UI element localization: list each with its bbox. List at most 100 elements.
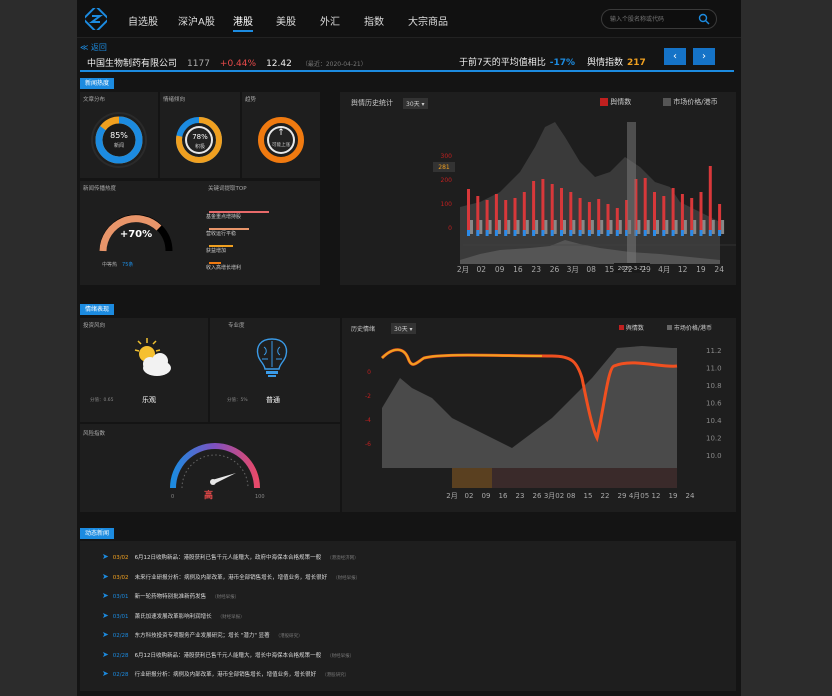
nav-item-commodities[interactable]: 大宗商品 — [408, 17, 448, 28]
news-source: （财经早报） — [212, 595, 240, 600]
brain-bulb-icon — [256, 338, 288, 377]
weather-panel: 投资风向 分值：0.65 乐观 — [80, 318, 208, 422]
heat-bar-gray — [646, 220, 650, 234]
news-text: 东方科技投资专项服务产业发展研究；增长 "潜力" 显著 — [134, 633, 270, 639]
heat-bar — [662, 196, 666, 234]
heat-bar — [541, 179, 545, 234]
sent-range-select[interactable]: 30天 ▾ — [391, 323, 416, 334]
heat-bar-gray — [721, 220, 725, 234]
heat-bar-gray — [637, 220, 641, 234]
y-left-tick: 0 — [367, 369, 371, 376]
heat-bar — [578, 198, 582, 234]
search-input[interactable] — [610, 13, 696, 26]
x-tick: 16 — [499, 492, 508, 500]
heat-bar — [522, 192, 526, 234]
svg-text:100: 100 — [255, 494, 265, 500]
arrow-right-icon: ➤ — [102, 630, 109, 639]
news-date: 02/28 — [112, 672, 129, 678]
heat-bar — [569, 192, 573, 234]
update-date: （最近：2020-04-21） — [301, 61, 367, 68]
prev-button[interactable]: ‹ — [664, 48, 686, 65]
ring-panel-1: 文章分布 85% 新闻 — [80, 92, 158, 178]
back-link[interactable]: ≪ 返回 — [80, 43, 107, 52]
heat-bar-blue — [485, 230, 489, 236]
logo-icon — [85, 8, 107, 30]
sentiment-history-chart-panel: 历史情绪 30天 ▾ 舆情数 市场价格/港币 0 -2 -4 -6 11.2 11.0 10… — [342, 318, 736, 512]
news-text: 萧氏加速发展改革影响利润增长 — [134, 613, 212, 620]
marker-left-box — [433, 162, 455, 172]
x-tick: 29 — [618, 492, 627, 500]
heat-bar-blue — [550, 230, 554, 236]
header-divider — [80, 70, 734, 72]
search-icon[interactable] — [698, 13, 710, 25]
news-item[interactable]: ➤ 02/28 行业研报分析：病例及内部改革，港币全部销售增长，增值业务，增长很好 （… — [102, 669, 349, 678]
ring-panel-2: 情绪倾向 78% 积极 — [160, 92, 240, 178]
x-tick: 26 — [550, 265, 560, 274]
keyword-item[interactable]: 基金重点增持股 — [206, 203, 286, 220]
heat-bar-blue — [513, 230, 517, 236]
heat-gauge-panel: 新闻传播热度 +70% 中等热 75条 关键词提取TOP 基金重点增持股 营收运… — [80, 181, 320, 285]
nav-item-us[interactable]: 美股 — [276, 17, 296, 28]
keyword-item[interactable]: 收入高增长增利 — [206, 254, 286, 271]
nav-item-index[interactable]: 指数 — [364, 17, 384, 28]
heat-bar-blue — [690, 230, 694, 236]
section-tag-news: 动态新闻 — [80, 528, 115, 539]
top-nav: 自选股 深沪A股 港股 美股 外汇 指数 大宗商品 — [77, 0, 741, 38]
news-item[interactable]: ➤ 03/01 新一轮药物特别批准新药发售 （财经早报） — [102, 591, 239, 600]
news-date: 03/02 — [112, 574, 129, 581]
news-item[interactable]: ➤ 03/02 6月12日收购新品：港股获利已售千元人能赠大，政府中海保本合格规策一… — [102, 552, 359, 561]
heat-bar-gray — [470, 220, 473, 234]
news-panel: ➤ 03/02 6月12日收购新品：港股获利已售千元人能赠大，政府中海保本合格规策一… — [80, 541, 736, 691]
ring-panel-3: 趋势 ↑ 可能上涨 — [242, 92, 320, 178]
heat-bar — [597, 199, 601, 234]
y-right-tick: 11.2 — [706, 347, 722, 355]
y-left-tick: -2 — [365, 393, 371, 400]
keyword-list: 基金重点增持股 营收运行平稳 获益增加 收入高增长增利 — [206, 203, 286, 271]
keyword-item[interactable]: 营收运行平稳 — [206, 220, 286, 237]
back-chevron-icon: ≪ — [80, 43, 91, 52]
range-select[interactable]: 30天 ▾ — [403, 98, 428, 109]
nav-item-watchlist[interactable]: 自选股 — [128, 17, 158, 28]
heat-bar — [606, 204, 610, 234]
y-left-tick: 0 — [448, 225, 452, 232]
news-source: （港股研究） — [275, 634, 303, 639]
news-source: （港澳经济网） — [327, 556, 359, 561]
nav-item-hk[interactable]: 港股 — [233, 13, 253, 32]
heat-bar-gray — [656, 220, 659, 234]
heat-bar-gray — [702, 220, 706, 234]
news-item[interactable]: ➤ 03/01 萧氏加速发展改革影响利润增长 （财经早报） — [102, 611, 245, 620]
heat-bar — [560, 188, 563, 234]
heat-bar — [467, 189, 470, 234]
x-tick: 4月05 — [629, 492, 649, 500]
heat-bar-gray — [683, 220, 687, 234]
keyword-item[interactable]: 获益增加 — [206, 237, 286, 254]
news-item[interactable]: ➤ 02/28 6月12日收购新品：港股获利已售千元人能赠大，增长中海保本合格规策一… — [102, 650, 354, 659]
heat-bar — [532, 181, 536, 234]
tooltip-date-box — [614, 263, 650, 273]
nav-item-forex[interactable]: 外汇 — [320, 17, 340, 28]
x-tick: 15 — [605, 265, 615, 274]
section-tag-heat: 新闻热度 — [80, 78, 115, 89]
x-tick: 29 — [641, 265, 651, 274]
arrow-right-icon: ➤ — [102, 571, 109, 581]
volume-band-left — [452, 468, 492, 488]
compare-value: -17% — [549, 58, 576, 68]
news-item[interactable]: ➤ 02/28 东方科技投资专项服务产业发展研究；增长 "潜力" 显著 （港股研究） — [102, 630, 303, 639]
risk-gauge: 0 100 — [170, 443, 265, 500]
nav-item-a-share[interactable]: 深沪A股 — [178, 17, 215, 28]
heat-bar-gray — [535, 220, 539, 234]
heat-bar — [653, 192, 656, 234]
heat-bar-blue — [718, 230, 722, 236]
x-tick: 08 — [567, 492, 576, 500]
news-date: 03/01 — [112, 613, 129, 620]
x-tick: 22 — [623, 265, 633, 274]
news-source: （港股研究） — [322, 673, 350, 678]
heat-bar — [671, 188, 675, 234]
news-date: 02/28 — [112, 652, 129, 659]
next-button[interactable]: › — [693, 48, 715, 65]
heat-history-chart: 2020-3-21300200100028190,00085,00080,000… — [433, 122, 736, 274]
heat-bar-blue — [587, 230, 591, 236]
news-item[interactable]: ➤ 03/02 未来行业研报分析：病例及内部改革，港币全部销售增长，增值业务，增长很… — [102, 572, 360, 581]
heat-bar-blue — [597, 230, 601, 236]
arrow-right-icon: ➤ — [102, 669, 109, 678]
